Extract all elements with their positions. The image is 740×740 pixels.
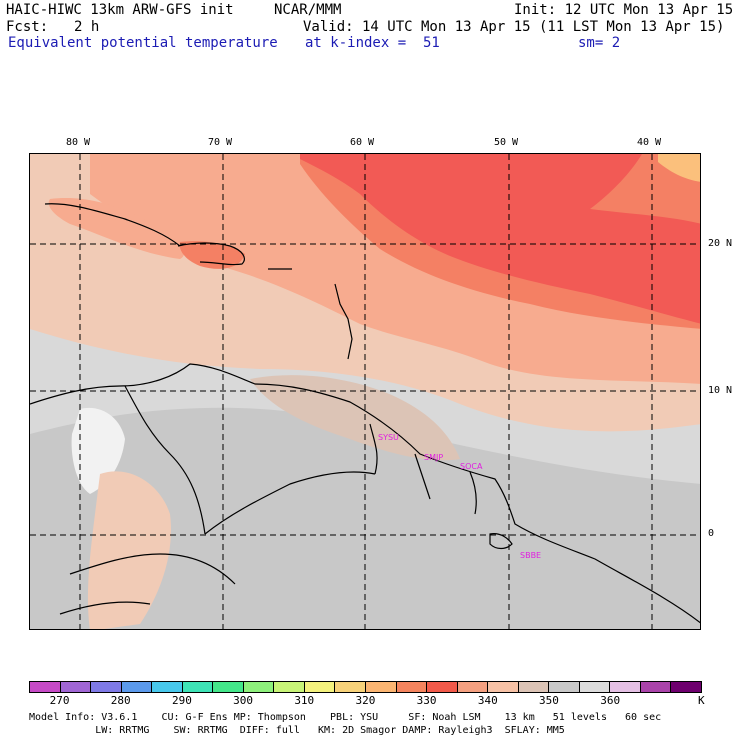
coastlines <box>30 203 700 624</box>
lat-label-20n: 20 N <box>708 238 733 249</box>
colorbar-tick-label: 310 <box>294 694 315 707</box>
border-venezuela-colombia <box>124 385 206 535</box>
colorbar-tick-label: 300 <box>233 694 253 707</box>
station-smjp: SMJP <box>424 453 443 462</box>
model-info-line2: LW: RRTMG SW: RRTMG DIFF: full KM: 2D Sm… <box>29 725 565 736</box>
lon-label-70w: 70 W <box>208 137 233 148</box>
station-sbbe: SBBE <box>520 551 541 560</box>
coast-south-america <box>30 363 700 624</box>
colorbar-swatch <box>670 682 702 692</box>
shade-peach-corner <box>658 154 700 182</box>
init-time: Init: 12 UTC Mon 13 Apr 15 <box>514 2 734 18</box>
colorbar-tick-label: 360 <box>600 694 621 707</box>
shade-andes-tan <box>87 471 171 629</box>
colorbar-swatch <box>303 682 335 692</box>
colorbar-swatch <box>426 682 457 692</box>
shade-hispaniola <box>179 241 245 269</box>
coast-lesser-antilles <box>334 283 353 360</box>
colorbar-swatch <box>334 682 366 692</box>
colorbar <box>29 681 702 693</box>
forecast-hours: 2 h <box>74 19 100 35</box>
model-title: HAIC-HIWC 13km ARW-GFS init <box>6 2 234 18</box>
colorbar-swatch <box>365 682 396 692</box>
lon-label-40w: 40 W <box>637 137 662 148</box>
colorbar-swatch <box>548 682 579 692</box>
smoothing: sm= 2 <box>578 35 621 51</box>
field-name: Equivalent potential temperature <box>8 35 278 51</box>
shade-red-core <box>300 154 700 324</box>
colorbar-tick-label: 320 <box>355 694 376 707</box>
colorbar-unit: K <box>698 694 705 707</box>
coast-cuba <box>44 203 181 247</box>
colorbar-swatch <box>578 682 610 692</box>
colorbar-tick-label: 340 <box>477 694 498 707</box>
shade-guiana-tan <box>250 375 460 461</box>
colorbar-swatch <box>151 682 182 692</box>
organization: NCAR/MMM <box>274 2 342 18</box>
border-guyana <box>369 423 378 475</box>
colorbar-swatch <box>59 682 91 692</box>
model-info-line1: Model Info: V3.6.1 CU: G-F Ens MP: Thomp… <box>29 712 662 723</box>
colorbar-swatch <box>456 682 488 692</box>
vertical-level: at k-index = 51 <box>305 35 440 51</box>
border-suriname <box>414 453 431 500</box>
border-peru <box>59 601 151 615</box>
coast-amazon-mouth <box>489 533 513 550</box>
colorbar-tick-label: 280 <box>110 694 131 707</box>
station-soca: SOCA <box>460 462 483 471</box>
valid-time: Valid: 14 UTC Mon 13 Apr 15 (11 LST Mon … <box>303 19 725 35</box>
lat-label-10n: 10 N <box>708 385 733 396</box>
lat-label-equator: 0 <box>708 528 715 539</box>
colorbar-swatch <box>212 682 243 692</box>
colorbar-swatch <box>487 682 518 692</box>
border-french-guiana <box>469 471 477 515</box>
colorbar-swatch <box>517 682 549 692</box>
theta-e-field: SYSU SMJP SOCA SBBE <box>30 154 700 629</box>
forecast-label: Fcst: <box>6 19 49 35</box>
colorbar-swatch <box>181 682 213 692</box>
colorbar-swatch <box>90 682 121 692</box>
colorbar-swatch <box>395 682 427 692</box>
map-panel: SYSU SMJP SOCA SBBE <box>29 153 701 630</box>
colorbar-swatch <box>30 682 60 692</box>
lon-label-50w: 50 W <box>494 137 519 148</box>
border-colombia-ecuador <box>69 553 236 585</box>
colorbar-swatch <box>609 682 640 692</box>
colorbar-tick-label: 350 <box>539 694 559 707</box>
station-sysu: SYSU <box>378 433 399 442</box>
lon-label-60w: 60 W <box>350 137 375 148</box>
colorbar-swatch <box>120 682 152 692</box>
border-venezuela-brazil <box>204 471 376 535</box>
coast-hispaniola <box>177 242 245 266</box>
colorbar-swatch <box>273 682 304 692</box>
graticule <box>30 154 700 629</box>
colorbar-tick-label: 290 <box>171 694 192 707</box>
colorbar-tick-label: 270 <box>49 694 70 707</box>
colorbar-swatch <box>639 682 671 692</box>
colorbar-swatch <box>242 682 274 692</box>
lon-label-80w: 80 W <box>66 137 91 148</box>
colorbar-tick-label: 330 <box>416 694 437 707</box>
